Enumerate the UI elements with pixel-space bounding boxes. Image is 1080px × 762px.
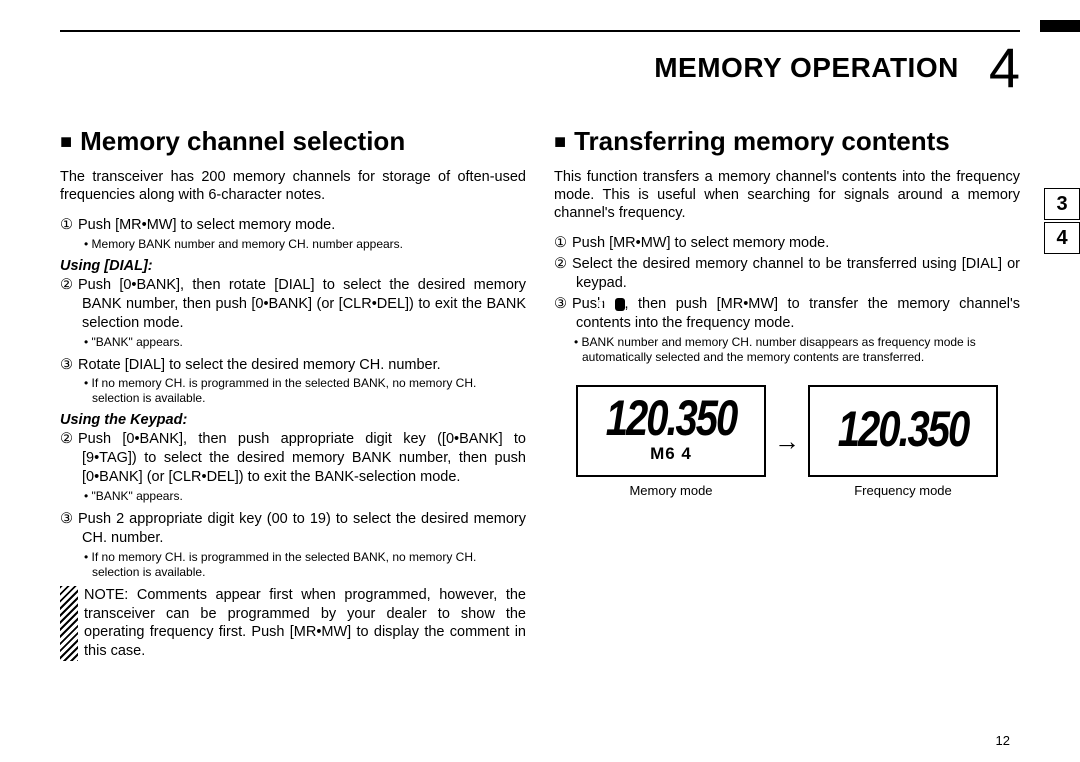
using-dial-head: Using [DIAL]: <box>60 258 526 274</box>
key-step-2-text: Push [0•BANK], then push appropriate dig… <box>78 431 526 485</box>
section-heading-memory-selection: ■ Memory channel selection <box>60 126 526 158</box>
label-right: Frequency mode <box>808 483 998 498</box>
intro-text-right: This function transfers a memory channel… <box>554 168 1020 222</box>
square-bullet-icon: ■ <box>60 126 72 158</box>
freq-right: 120.350 <box>838 402 969 458</box>
dial-step-2: ②Push [0•BANK], then rotate [DIAL] to se… <box>60 276 526 333</box>
dial-step-2-text: Push [0•BANK], then rotate [DIAL] to sel… <box>78 277 526 331</box>
page-header: MEMORY OPERATION 4 <box>60 40 1020 96</box>
step-1: ①Push [MR•MW] to select memory mode. <box>60 216 526 235</box>
r-step-2-text: Select the desired memory channel to be … <box>572 256 1020 291</box>
dial-step-3-text: Rotate [DIAL] to select the desired memo… <box>78 357 441 373</box>
right-column: ■ Transferring memory contents This func… <box>554 126 1020 661</box>
dial-step-2-sub: "BANK" appears. <box>60 335 526 350</box>
r-step-3: ③Push F, then push [MR•MW] to transfer t… <box>554 295 1020 333</box>
dial-step-3-sub: If no memory CH. is programmed in the se… <box>60 376 526 406</box>
label-left: Memory mode <box>576 483 766 498</box>
key-step-3-text: Push 2 appropriate digit key (00 to 19) … <box>78 511 526 546</box>
frequency-mode-display: 120.350 Frequency mode <box>808 385 998 498</box>
freq-left: 120.350 <box>606 391 737 447</box>
corner-marker <box>1040 20 1080 36</box>
tab-4: 4 <box>1044 222 1080 254</box>
chapter-number: 4 <box>989 40 1020 96</box>
r-step-3-sub: BANK number and memory CH. number disapp… <box>554 335 1020 365</box>
r-step-1: ①Push [MR•MW] to select memory mode. <box>554 234 1020 253</box>
key-step-3: ③Push 2 appropriate digit key (00 to 19)… <box>60 510 526 548</box>
note-text: NOTE: Comments appear first when program… <box>84 586 526 661</box>
heading-text: Memory channel selection <box>80 126 405 157</box>
step-1-text: Push [MR•MW] to select memory mode. <box>78 217 335 233</box>
memory-mode-display: 120.350 M6 4 Memory mode <box>576 385 766 498</box>
f-key-icon: F <box>615 298 625 311</box>
display-figure: 120.350 M6 4 Memory mode → 120.350 Frequ… <box>554 385 1020 498</box>
square-bullet-icon: ■ <box>554 126 566 158</box>
header-title: MEMORY OPERATION <box>654 52 959 84</box>
tab-3: 3 <box>1044 188 1080 220</box>
arrow-icon: → <box>774 426 800 457</box>
r-step-2: ②Select the desired memory channel to be… <box>554 255 1020 293</box>
key-step-2: ②Push [0•BANK], then push appropriate di… <box>60 430 526 487</box>
section-heading-transferring: ■ Transferring memory contents <box>554 126 1020 158</box>
page-number: 12 <box>996 733 1010 748</box>
r-step-3b: , then push [MR•MW] to transfer the memo… <box>576 296 1020 331</box>
step-1-sub: Memory BANK number and memory CH. number… <box>60 237 526 252</box>
heading-text: Transferring memory contents <box>574 126 950 157</box>
side-tabs: 3 4 <box>1044 188 1080 256</box>
key-step-2-sub: "BANK" appears. <box>60 489 526 504</box>
hatch-icon <box>60 586 78 661</box>
key-step-3-sub: If no memory CH. is programmed in the se… <box>60 550 526 580</box>
r-step-3a: Push <box>572 296 615 312</box>
r-step-1-text: Push [MR•MW] to select memory mode. <box>572 235 829 251</box>
dial-step-3: ③Rotate [DIAL] to select the desired mem… <box>60 356 526 375</box>
intro-text: The transceiver has 200 memory channels … <box>60 168 526 204</box>
header-rule <box>60 30 1020 32</box>
using-keypad-head: Using the Keypad: <box>60 412 526 428</box>
note-block: NOTE: Comments appear first when program… <box>60 586 526 661</box>
left-column: ■ Memory channel selection The transceiv… <box>60 126 526 661</box>
